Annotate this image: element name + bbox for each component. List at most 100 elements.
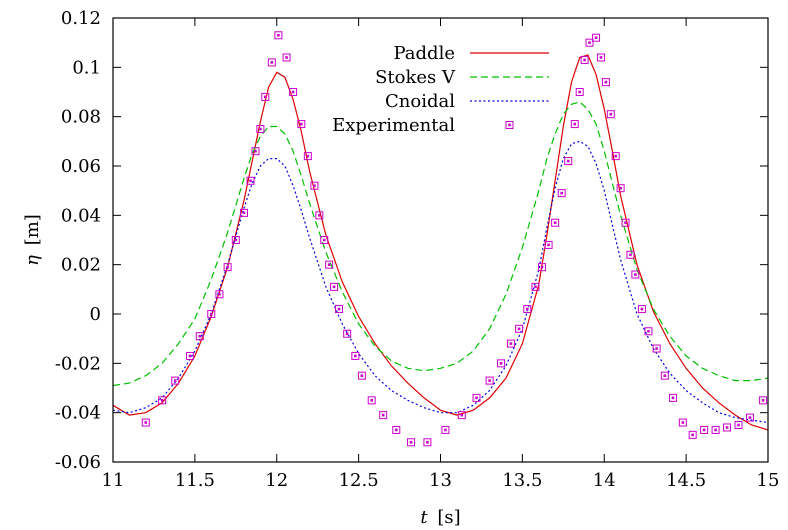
y-tick-label: -0.06 bbox=[55, 452, 101, 473]
data-point bbox=[497, 359, 506, 368]
x-tick-label: 13.5 bbox=[502, 470, 542, 491]
data-point bbox=[379, 411, 388, 420]
legend: Paddle Stokes V Cnoidal Experimental bbox=[332, 43, 549, 136]
data-point bbox=[267, 58, 276, 67]
legend-label-stokes-v: Stokes V bbox=[375, 67, 456, 88]
data-point bbox=[215, 290, 224, 299]
y-axis-title: η [m] bbox=[22, 214, 43, 266]
x-tick-label: 13 bbox=[429, 470, 452, 491]
legend-label-paddle: Paddle bbox=[394, 43, 456, 64]
data-point bbox=[601, 78, 610, 87]
data-point bbox=[407, 438, 416, 447]
data-point bbox=[688, 430, 697, 439]
x-axis-unit: [s] bbox=[437, 507, 460, 528]
x-tick-label: 14.5 bbox=[666, 470, 706, 491]
data-point bbox=[297, 120, 306, 129]
data-point bbox=[441, 425, 450, 434]
y-axis-unit: [m] bbox=[22, 214, 43, 245]
data-point bbox=[256, 125, 265, 133]
series-line-cnoidal bbox=[112, 140, 769, 424]
y-tick-label: 0.02 bbox=[61, 255, 101, 276]
y-axis-var: η bbox=[22, 255, 43, 266]
data-point bbox=[367, 396, 376, 405]
y-tick-label: 0.1 bbox=[72, 57, 101, 78]
data-point bbox=[678, 418, 687, 427]
legend-label-cnoidal: Cnoidal bbox=[385, 91, 455, 112]
x-tick-label: 11.5 bbox=[175, 470, 215, 491]
data-point bbox=[626, 250, 635, 259]
data-point bbox=[457, 411, 466, 420]
data-point bbox=[343, 329, 352, 338]
y-tick-label: -0.02 bbox=[55, 353, 101, 374]
data-point bbox=[171, 376, 180, 385]
data-point bbox=[320, 236, 329, 244]
data-point bbox=[652, 344, 661, 353]
data-point bbox=[282, 53, 291, 62]
y-tick-label: 0.12 bbox=[61, 8, 101, 29]
y-tick-label: 0.06 bbox=[61, 156, 101, 177]
data-point bbox=[325, 260, 334, 269]
data-point bbox=[392, 425, 401, 434]
data-point bbox=[158, 396, 167, 405]
legend-label-experimental: Experimental bbox=[332, 115, 455, 136]
x-tick-label: 14 bbox=[593, 470, 616, 491]
data-point bbox=[580, 55, 589, 64]
data-point bbox=[506, 339, 515, 348]
data-point bbox=[621, 218, 630, 227]
data-point bbox=[207, 310, 216, 318]
plot-markers bbox=[141, 31, 768, 447]
data-point bbox=[423, 438, 432, 447]
plot-frame bbox=[112, 17, 769, 463]
data-point bbox=[515, 324, 524, 333]
data-point bbox=[195, 332, 204, 341]
data-point bbox=[564, 157, 573, 166]
data-point bbox=[745, 413, 754, 422]
data-point bbox=[472, 393, 481, 402]
data-point bbox=[616, 184, 625, 193]
data-point bbox=[251, 147, 260, 156]
data-point bbox=[246, 176, 255, 185]
data-point bbox=[334, 305, 343, 314]
x-tick-label: 15 bbox=[757, 470, 780, 491]
x-tick-label: 11 bbox=[102, 470, 125, 491]
data-point bbox=[631, 270, 640, 279]
x-axis-title: t [s] bbox=[420, 507, 460, 528]
data-point bbox=[330, 282, 339, 291]
data-point bbox=[611, 152, 620, 161]
data-point bbox=[544, 240, 553, 249]
data-point bbox=[231, 236, 240, 244]
data-point bbox=[759, 396, 768, 405]
series-line-stokes-v bbox=[112, 101, 769, 387]
data-point bbox=[596, 53, 605, 62]
x-axis-var: t bbox=[420, 507, 428, 528]
data-point bbox=[592, 33, 601, 42]
data-point bbox=[606, 110, 615, 119]
data-point bbox=[185, 351, 194, 360]
data-point bbox=[315, 211, 324, 220]
data-point bbox=[637, 305, 646, 314]
data-point bbox=[303, 152, 312, 161]
data-point bbox=[644, 327, 653, 336]
y-tick-label: -0.04 bbox=[55, 403, 101, 424]
data-point bbox=[538, 263, 547, 272]
y-tick-label: 0.08 bbox=[61, 107, 101, 128]
x-tick-label: 12.5 bbox=[339, 470, 379, 491]
data-point bbox=[734, 421, 743, 429]
data-point bbox=[575, 88, 584, 96]
data-point bbox=[223, 263, 232, 272]
data-point bbox=[531, 282, 540, 291]
data-point bbox=[669, 393, 678, 402]
data-point bbox=[310, 181, 319, 190]
data-point bbox=[523, 305, 532, 314]
data-point bbox=[723, 423, 732, 432]
data-point bbox=[660, 371, 669, 380]
data-point bbox=[711, 425, 720, 434]
data-point bbox=[289, 88, 298, 96]
data-point bbox=[357, 371, 366, 380]
data-point bbox=[274, 31, 283, 40]
data-point bbox=[141, 418, 150, 427]
axes: 11 11.5 12 12.5 13 13.5 14 14.5 15 -0.06 -0.04 -0.0… bbox=[55, 8, 780, 491]
y-tick-label: 0.04 bbox=[61, 205, 101, 226]
data-point bbox=[485, 376, 494, 385]
